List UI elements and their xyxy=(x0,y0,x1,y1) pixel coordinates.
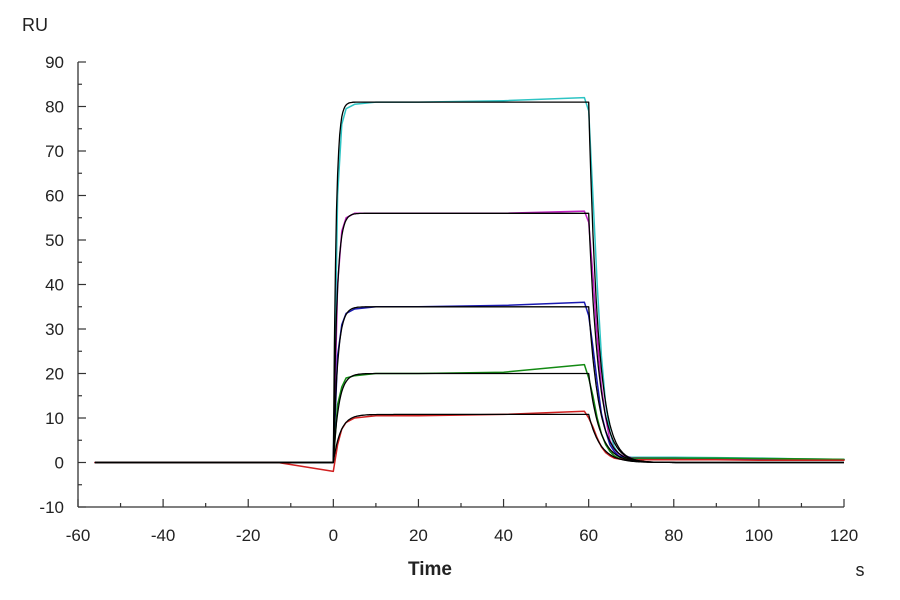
x-tick-label: 80 xyxy=(664,526,683,545)
y-tick-label: 10 xyxy=(45,409,64,428)
x-tick-label: 100 xyxy=(745,526,773,545)
x-tick-label: 20 xyxy=(409,526,428,545)
fit-lines xyxy=(95,101,844,464)
y-tick-label: 90 xyxy=(45,53,64,72)
y-axis-label: RU xyxy=(22,15,48,35)
fit-line-5 xyxy=(95,413,844,464)
series-line-5 xyxy=(94,410,845,473)
x-axis-label: Time xyxy=(408,559,452,580)
x-tick-label: -40 xyxy=(151,526,176,545)
y-tick-label: 40 xyxy=(45,276,64,295)
y-tick-label: 50 xyxy=(45,231,64,250)
y-tick-label: 70 xyxy=(45,142,64,161)
y-tick-label: 0 xyxy=(55,454,64,473)
x-tick-label: 60 xyxy=(579,526,598,545)
series-line-4 xyxy=(94,363,845,464)
x-tick-label: 0 xyxy=(329,526,338,545)
fit-line-1 xyxy=(95,101,844,464)
fit-line-4 xyxy=(95,372,844,464)
x-tick-label: -20 xyxy=(236,526,261,545)
fit-line-2 xyxy=(95,212,844,464)
series-line-2 xyxy=(94,210,845,464)
series-line-1 xyxy=(94,96,845,464)
x-tick-label: 120 xyxy=(830,526,858,545)
y-tick-label: 20 xyxy=(45,365,64,384)
axes xyxy=(77,62,844,508)
fit-line-3 xyxy=(95,306,844,464)
series-line-3 xyxy=(94,301,845,464)
x-axis-unit: s xyxy=(856,560,865,580)
x-tick-label: -60 xyxy=(66,526,91,545)
y-tick-label: 30 xyxy=(45,320,64,339)
series-lines xyxy=(94,96,845,473)
y-tick-label: 80 xyxy=(45,98,64,117)
x-tick-label: 40 xyxy=(494,526,513,545)
ticks: -10 0 10 20 30 40 50 60 70 80 90 -60 -40 -20 0 20 40 60 80… xyxy=(39,53,858,545)
y-tick-label: 60 xyxy=(45,187,64,206)
y-tick-label: -10 xyxy=(39,498,64,517)
